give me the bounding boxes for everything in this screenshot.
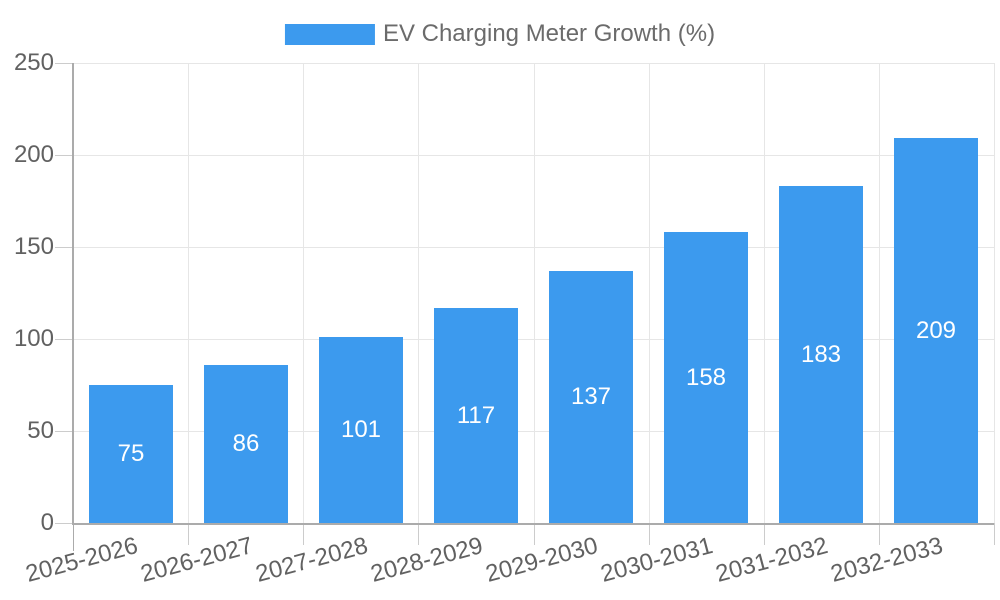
y-tick-mark [55, 63, 73, 64]
bar[interactable]: 86 [204, 365, 288, 523]
legend[interactable]: EV Charging Meter Growth (%) [284, 20, 716, 48]
bar[interactable]: 209 [894, 138, 978, 523]
y-gridline [73, 247, 994, 248]
legend-swatch [284, 23, 375, 45]
y-tick-mark [55, 155, 73, 156]
y-tick-label: 150 [13, 233, 54, 260]
y-tick-mark [55, 247, 73, 248]
y-tick-label: 50 [27, 417, 54, 444]
y-gridline [73, 63, 994, 64]
x-tick-mark [879, 523, 880, 545]
y-tick-label: 200 [13, 141, 54, 168]
bar[interactable]: 158 [664, 232, 748, 523]
x-tick-mark [649, 523, 650, 545]
x-tick-mark [764, 523, 765, 545]
y-gridline [73, 339, 994, 340]
x-gridline [649, 63, 650, 523]
bar-value-label: 158 [685, 363, 727, 391]
legend-label: EV Charging Meter Growth (%) [382, 20, 716, 47]
x-gridline [188, 63, 189, 523]
bar-value-label: 86 [232, 430, 260, 457]
y-tick-label: 100 [13, 325, 54, 352]
y-axis-line [72, 63, 74, 523]
bar[interactable]: 101 [319, 337, 403, 523]
x-gridline [764, 63, 765, 523]
y-gridline [73, 155, 994, 156]
bar-value-label: 101 [340, 416, 382, 443]
bar-value-label: 117 [456, 401, 496, 429]
x-gridline [303, 63, 304, 523]
y-gridline [73, 431, 994, 432]
bar[interactable]: 137 [549, 271, 633, 523]
bar[interactable]: 183 [779, 186, 863, 523]
x-gridline [534, 63, 535, 523]
x-tick-mark [994, 523, 995, 545]
bar-value-label: 183 [800, 340, 842, 368]
x-tick-mark [188, 523, 189, 545]
y-tick-mark [55, 431, 73, 432]
x-tick-mark [303, 523, 304, 545]
y-tick-label: 0 [40, 509, 54, 536]
x-gridline [994, 63, 995, 523]
bar-value-label: 209 [915, 316, 957, 344]
x-axis-line [72, 523, 994, 525]
x-tick-mark [73, 523, 74, 551]
x-tick-mark [534, 523, 535, 545]
bar-value-label: 75 [117, 440, 145, 467]
bar[interactable]: 117 [434, 308, 518, 523]
x-gridline [879, 63, 880, 523]
y-tick-mark [55, 339, 73, 340]
y-tick-label: 250 [13, 49, 54, 76]
x-gridline [418, 63, 419, 523]
bar-value-label: 137 [570, 383, 612, 410]
bar[interactable]: 75 [89, 385, 173, 523]
x-tick-mark [418, 523, 419, 545]
y-tick-mark [55, 523, 73, 524]
